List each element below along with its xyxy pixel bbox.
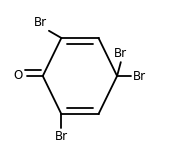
Text: Br: Br [133,69,146,83]
Text: O: O [13,69,22,82]
Text: Br: Br [114,47,127,60]
Text: Br: Br [34,16,47,29]
Text: Br: Br [55,130,68,143]
